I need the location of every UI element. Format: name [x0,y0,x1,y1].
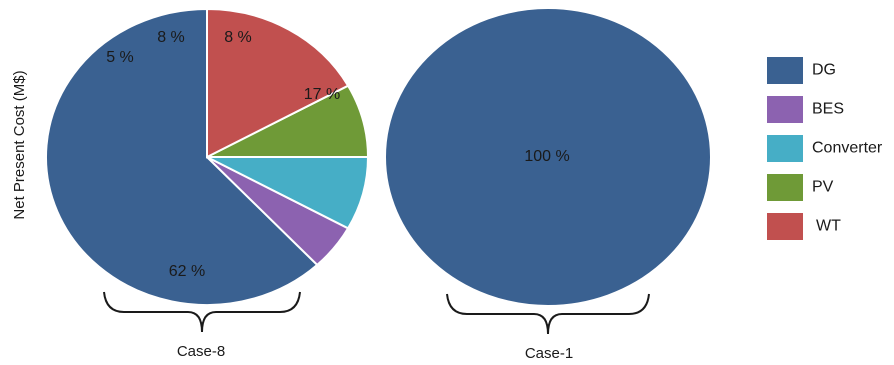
slice-case-8-wt [206,7,350,159]
slice-label-case-8-wt: 17 % [304,86,340,103]
case-8-label: Case-8 [177,343,225,360]
case-8-brace [103,291,301,333]
slice-label-case-8-pv: 8 % [224,29,252,46]
legend-label-bes: BES [812,101,844,118]
case-1-brace [446,293,650,335]
slice-label-case-8-dg: 62 % [169,263,205,280]
legend-swatch-wt [767,213,803,240]
legend-label-pv: PV [812,179,834,196]
legend: DG BES Converter PV WT [767,57,883,240]
legend-swatch-pv [767,174,803,201]
slice-label-case-8-bes: 5 % [106,49,134,66]
legend-label-dg: DG [812,62,836,79]
legend-swatch-dg [767,57,803,84]
legend-label-converter: Converter [812,140,883,157]
slice-case-8-dg [45,7,319,306]
slice-case-1-dg [384,7,712,307]
legend-swatch-converter [767,135,803,162]
pie-case-1: 100 % [384,7,712,307]
slice-label-case-1-dg: 100 % [524,148,569,165]
slice-label-case-8-converter: 8 % [157,29,185,46]
case-1-label: Case-1 [525,345,573,362]
pie-case-8: 62 % 5 % 8 % 8 % 17 % [45,7,370,306]
legend-label-wt: WT [816,218,841,235]
legend-swatch-bes [767,96,803,123]
y-axis-label: Net Present Cost (M$) [11,70,28,219]
